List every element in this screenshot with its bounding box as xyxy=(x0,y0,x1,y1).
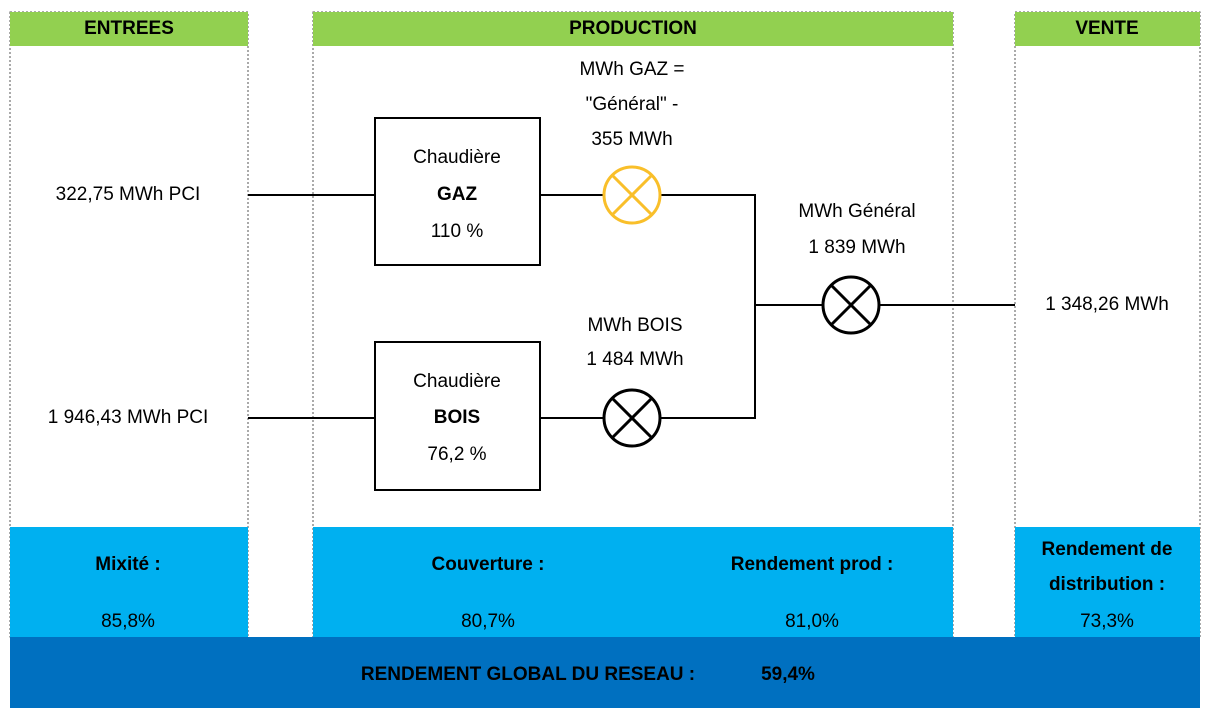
metric-label: Rendement prod : xyxy=(731,554,894,575)
metric-label: distribution : xyxy=(1049,574,1165,595)
meter-bois xyxy=(602,388,662,448)
meter-label: MWh Général xyxy=(798,201,915,222)
input-label: 322,75 MWh PCI xyxy=(56,184,201,205)
metric-label: Couverture : xyxy=(432,554,545,575)
boiler-efficiency: 110 % xyxy=(431,221,484,242)
metric-value: 73,3% xyxy=(1080,611,1134,632)
boiler-name: GAZ xyxy=(437,184,478,205)
header-bar xyxy=(313,12,953,46)
boiler-box xyxy=(374,341,541,491)
metric-bar xyxy=(1015,527,1200,637)
flow xyxy=(248,117,1015,491)
boiler-efficiency: 76,2 % xyxy=(427,444,486,465)
header-bar xyxy=(1015,12,1200,46)
meter-label: "Général" - xyxy=(586,94,679,115)
section-title: ENTREES xyxy=(84,18,174,39)
metric-label: Mixité : xyxy=(95,554,160,575)
meter-label: 1 839 MWh xyxy=(808,237,905,258)
section-title: PRODUCTION xyxy=(569,18,697,39)
metric-value: 81,0% xyxy=(785,611,839,632)
panels xyxy=(9,11,1201,708)
meter-label: 355 MWh xyxy=(591,129,672,150)
footer-bar xyxy=(10,637,1200,708)
meter-gaz xyxy=(602,165,662,225)
meter-label: MWh BOIS xyxy=(587,315,682,336)
meter-general xyxy=(821,275,881,335)
meter-label: MWh GAZ = xyxy=(579,59,684,80)
metric-value: 80,7% xyxy=(461,611,515,632)
footer-label: RENDEMENT GLOBAL DU RESEAU : xyxy=(361,664,695,685)
metric-bar xyxy=(313,527,953,637)
output-label: 1 348,26 MWh xyxy=(1045,294,1169,315)
header-bar xyxy=(10,12,248,46)
boiler-label: Chaudière xyxy=(413,371,501,392)
metric-value: 85,8% xyxy=(101,611,155,632)
boiler-label: Chaudière xyxy=(413,147,501,168)
boiler-name: BOIS xyxy=(434,407,480,428)
section-title: VENTE xyxy=(1075,18,1138,39)
meter-label: 1 484 MWh xyxy=(586,349,683,370)
labels: ENTREES PRODUCTION VENTE 322,75 MWh PCI … xyxy=(48,18,1173,685)
footer-value: 59,4% xyxy=(761,664,815,685)
metric-bar xyxy=(10,527,248,637)
boiler-box xyxy=(374,117,541,266)
input-label: 1 946,43 MWh PCI xyxy=(48,407,209,428)
metric-label: Rendement de xyxy=(1042,539,1173,560)
